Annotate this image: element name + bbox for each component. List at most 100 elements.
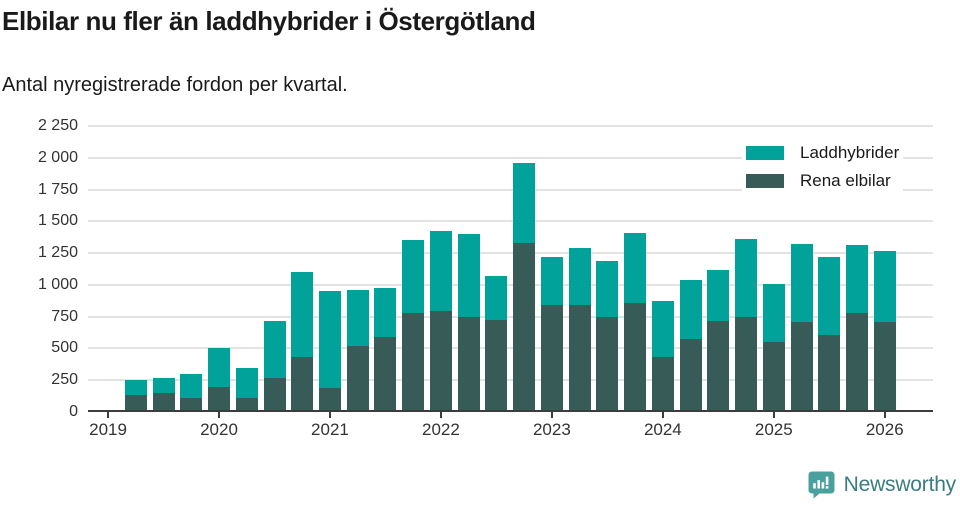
bar-segment-laddhybrider bbox=[596, 260, 619, 318]
brand-footer: Newsworthy bbox=[807, 470, 956, 499]
bar-segment-rena-elbilar bbox=[651, 356, 674, 412]
bar-segment-rena-elbilar bbox=[124, 394, 147, 412]
x-axis-tick bbox=[107, 412, 110, 418]
bar-segment-laddhybrider bbox=[846, 244, 869, 314]
gridline bbox=[88, 156, 933, 159]
bar-segment-laddhybrider bbox=[568, 247, 591, 305]
bar-segment-laddhybrider bbox=[235, 368, 258, 398]
x-axis-tick bbox=[883, 412, 886, 418]
x-axis-year-label: 2022 bbox=[422, 420, 460, 439]
legend-item-laddhybrider: Laddhybrider bbox=[746, 143, 899, 163]
chart-subtitle: Antal nyregistrerade fordon per kvartal. bbox=[2, 74, 348, 96]
bar-segment-rena-elbilar bbox=[596, 317, 619, 412]
x-axis-year-label: 2021 bbox=[311, 420, 349, 439]
bar-segment-laddhybrider bbox=[457, 233, 480, 318]
bar-segment-rena-elbilar bbox=[346, 346, 369, 412]
chart-title: Elbilar nu fler än laddhybrider i Österg… bbox=[2, 6, 536, 36]
newsworthy-logo-icon bbox=[808, 471, 835, 499]
bar-segment-laddhybrider bbox=[263, 321, 286, 378]
bar-segment-rena-elbilar bbox=[818, 335, 841, 412]
bar-segment-rena-elbilar bbox=[624, 302, 647, 412]
x-axis-tick bbox=[661, 412, 664, 418]
bar-segment-laddhybrider bbox=[679, 279, 702, 340]
x-axis-year-label: 2024 bbox=[643, 420, 682, 439]
y-axis-tick-label: 2 250 bbox=[37, 117, 78, 134]
bar-segment-rena-elbilar bbox=[735, 316, 758, 412]
y-axis-tick-label: 2 000 bbox=[37, 148, 78, 166]
bar-segment-rena-elbilar bbox=[374, 336, 397, 412]
x-axis-tick bbox=[218, 412, 221, 418]
x-axis-tick bbox=[439, 412, 442, 418]
x-axis-tick bbox=[550, 412, 553, 418]
bar-segment-rena-elbilar bbox=[513, 243, 536, 412]
bar-segment-laddhybrider bbox=[540, 256, 563, 306]
gridline bbox=[88, 283, 933, 286]
bar-segment-rena-elbilar bbox=[180, 397, 203, 412]
bar-segment-laddhybrider bbox=[429, 230, 452, 311]
legend: Laddhybrider Rena elbilar bbox=[742, 141, 904, 201]
legend-label-rena-elbilar: Rena elbilar bbox=[800, 171, 891, 190]
y-axis-tick-label: 250 bbox=[51, 371, 78, 389]
bar-segment-laddhybrider bbox=[374, 288, 397, 337]
gridline bbox=[88, 252, 933, 255]
gridline bbox=[88, 315, 933, 318]
legend-item-rena-elbilar: Rena elbilar bbox=[746, 171, 899, 191]
bar-segment-laddhybrider bbox=[651, 300, 674, 357]
y-axis-tick-label: 1 000 bbox=[37, 275, 78, 293]
gridline bbox=[88, 379, 933, 382]
bar-segment-rena-elbilar bbox=[485, 320, 508, 412]
bar-segment-rena-elbilar bbox=[707, 320, 730, 412]
y-axis-tick-label: 0 bbox=[69, 403, 78, 420]
x-axis-year-label: 2025 bbox=[754, 420, 793, 439]
gridline bbox=[88, 125, 933, 127]
bar-segment-laddhybrider bbox=[208, 347, 231, 387]
x-axis-line bbox=[88, 410, 933, 412]
y-axis-tick-label: 750 bbox=[51, 307, 78, 325]
bar-segment-rena-elbilar bbox=[208, 386, 231, 412]
bar-segment-laddhybrider bbox=[402, 239, 425, 314]
gridline bbox=[88, 347, 933, 350]
bar-segment-rena-elbilar bbox=[762, 342, 785, 412]
bar-segment-rena-elbilar bbox=[568, 304, 591, 412]
gridline bbox=[88, 220, 933, 223]
y-axis-tick-label: 500 bbox=[51, 339, 78, 357]
bar-segment-laddhybrider bbox=[762, 283, 785, 343]
brand-name: Newsworthy bbox=[843, 472, 957, 496]
x-axis-year-label: 2020 bbox=[200, 420, 238, 439]
bar-segment-rena-elbilar bbox=[263, 377, 286, 412]
legend-label-laddhybrider: Laddhybrider bbox=[800, 143, 900, 162]
bar-segment-rena-elbilar bbox=[291, 357, 314, 412]
legend-swatch-rena-elbilar bbox=[746, 174, 784, 188]
x-axis-year-label: 2023 bbox=[532, 420, 571, 439]
bar-segment-rena-elbilar bbox=[873, 322, 896, 412]
bar-segment-laddhybrider bbox=[513, 163, 536, 244]
bar-segment-laddhybrider bbox=[346, 289, 369, 347]
bar-segment-laddhybrider bbox=[624, 233, 647, 303]
bar-segment-laddhybrider bbox=[790, 243, 813, 322]
bar-segment-laddhybrider bbox=[707, 270, 730, 321]
bar-segment-rena-elbilar bbox=[402, 313, 425, 412]
bar-segment-laddhybrider bbox=[180, 374, 203, 398]
bar-segment-rena-elbilar bbox=[846, 313, 869, 412]
bar-segment-rena-elbilar bbox=[235, 397, 258, 412]
bar-segment-rena-elbilar bbox=[429, 310, 452, 412]
gridline bbox=[88, 188, 933, 191]
bar-segment-laddhybrider bbox=[485, 275, 508, 321]
bar-segment-laddhybrider bbox=[318, 290, 341, 389]
bar-segment-rena-elbilar bbox=[540, 305, 563, 412]
bar-segment-laddhybrider bbox=[291, 272, 314, 358]
y-axis-tick-label: 1 500 bbox=[37, 212, 78, 230]
x-axis-tick bbox=[772, 412, 775, 418]
bar-segment-laddhybrider bbox=[818, 256, 841, 336]
bar-segment-laddhybrider bbox=[873, 250, 896, 323]
y-axis-tick-label: 1 250 bbox=[37, 244, 78, 262]
x-axis-year-label: 2026 bbox=[865, 420, 904, 439]
bar-segment-laddhybrider bbox=[124, 379, 147, 395]
bar-segment-laddhybrider bbox=[735, 238, 758, 317]
bar-segment-rena-elbilar bbox=[790, 321, 813, 412]
bar-segment-laddhybrider bbox=[152, 377, 175, 393]
bar-segment-rena-elbilar bbox=[318, 388, 341, 412]
y-axis-tick-label: 1 750 bbox=[37, 180, 78, 198]
